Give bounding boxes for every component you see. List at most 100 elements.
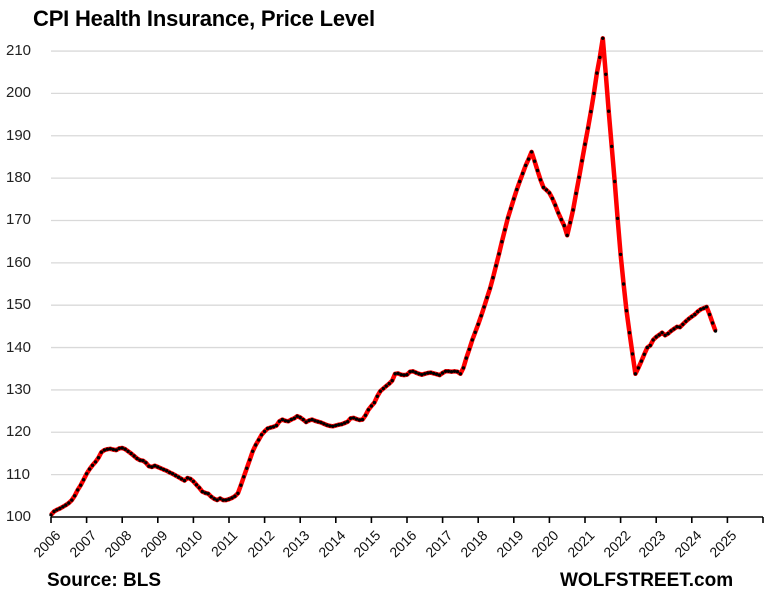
y-tick-label: 180 [6, 169, 32, 187]
data-series [49, 36, 718, 517]
data-point-marker [179, 477, 184, 481]
data-point-marker [188, 477, 193, 481]
data-point-marker [334, 423, 338, 428]
data-point-marker [384, 384, 388, 388]
data-point-marker [455, 370, 460, 374]
data-point-marker [529, 150, 534, 154]
data-point-marker [598, 55, 602, 60]
data-point-marker [230, 496, 234, 500]
data-point-marker [408, 370, 412, 374]
data-point-marker [595, 71, 599, 75]
data-point-marker [601, 36, 605, 40]
data-point-marker [165, 469, 169, 473]
data-point-marker [206, 492, 210, 496]
data-point-marker [541, 185, 546, 190]
data-point-marker [218, 496, 222, 501]
data-point-marker [135, 456, 139, 461]
data-point-marker [239, 483, 243, 487]
data-point-marker [565, 233, 569, 237]
data-point-marker [704, 305, 709, 309]
data-point-marker [547, 191, 552, 195]
data-point-marker [369, 404, 374, 408]
data-point-marker [473, 330, 477, 334]
data-point-marker [144, 461, 148, 465]
data-point-marker [429, 370, 433, 375]
data-point-marker [684, 319, 688, 323]
data-point-marker [607, 109, 611, 113]
data-point-marker [233, 494, 237, 498]
data-point-marker [518, 179, 522, 184]
data-point-marker [96, 456, 101, 460]
data-point-marker [491, 276, 495, 280]
data-point-marker [173, 473, 178, 478]
data-point-marker [209, 495, 213, 499]
data-point-marker [707, 312, 712, 317]
data-point-marker [461, 366, 466, 370]
data-point-marker [660, 331, 664, 335]
data-point-marker [265, 426, 270, 431]
data-point-marker [390, 378, 394, 383]
data-point-marker [624, 309, 629, 313]
data-point-marker [245, 466, 249, 470]
data-point-marker [687, 317, 691, 321]
data-point-marker [242, 475, 246, 479]
data-point-marker [182, 478, 187, 483]
data-point-marker [432, 371, 436, 376]
data-point-marker [509, 206, 513, 211]
data-point-marker [402, 373, 406, 377]
data-point-marker [666, 331, 670, 336]
data-point-marker [141, 459, 145, 463]
data-point-marker [307, 418, 311, 423]
data-point-marker [411, 369, 415, 373]
data-point-marker [170, 472, 175, 476]
data-point-marker [325, 423, 329, 427]
y-tick-label: 150 [6, 296, 32, 314]
data-point-marker [322, 422, 326, 426]
data-point-marker [393, 372, 397, 376]
data-point-marker [357, 418, 362, 422]
data-point-marker [693, 312, 697, 317]
data-point-marker [577, 175, 581, 179]
data-point-marker [132, 454, 136, 458]
data-point-marker [251, 449, 255, 453]
data-point-marker [618, 252, 623, 257]
data-point-marker [663, 333, 667, 337]
data-point-marker [102, 448, 107, 452]
data-point-marker [280, 417, 285, 422]
data-point-marker [515, 187, 519, 192]
data-point-marker [310, 417, 314, 422]
data-point-marker [580, 159, 584, 163]
data-point-marker [215, 498, 219, 502]
data-point-marker [681, 322, 685, 326]
data-point-marker [123, 447, 127, 451]
data-point-marker [79, 483, 83, 487]
data-point-marker [654, 335, 658, 339]
data-point-marker [304, 420, 308, 424]
data-point-marker [348, 416, 353, 420]
data-point-marker [702, 306, 706, 310]
y-tick-label: 200 [6, 84, 32, 102]
data-point-marker [639, 359, 644, 363]
data-point-marker [114, 448, 119, 452]
data-point-marker [556, 211, 560, 215]
x-axis [50, 516, 764, 523]
data-point-marker [117, 446, 121, 451]
data-point-marker [108, 447, 113, 451]
data-point-marker [168, 470, 172, 475]
y-tick-label: 100 [6, 508, 32, 525]
data-point-marker [521, 171, 525, 176]
data-point-marker [162, 467, 166, 472]
data-point-marker [440, 371, 445, 375]
data-point-marker [633, 372, 638, 376]
data-point-marker [363, 413, 368, 417]
price-level-line [49, 36, 718, 517]
data-point-marker [713, 329, 718, 333]
data-point-marker [99, 450, 104, 454]
data-point-marker [690, 314, 694, 319]
data-point-marker [437, 373, 442, 377]
data-point-marker [316, 420, 320, 424]
data-point-marker [678, 325, 682, 329]
data-point-marker [405, 373, 409, 377]
y-tick-label: 210 [6, 42, 32, 60]
